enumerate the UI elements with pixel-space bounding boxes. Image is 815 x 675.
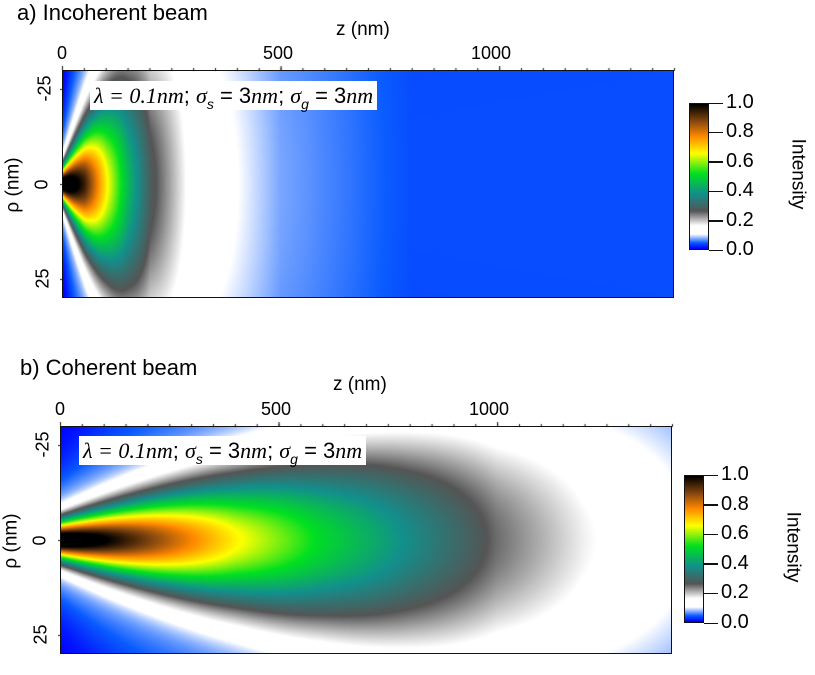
panel-b-ytick-neg25: -25 [32, 431, 53, 458]
colorbar-tick [704, 563, 718, 565]
colorbar-tick-label: 1.0 [721, 463, 749, 485]
colorbar-tick-label: 0.2 [726, 208, 754, 231]
panel-a-title: a) Incoherent beam [17, 0, 208, 25]
colorbar-tick [704, 622, 718, 624]
colorbar-tick [704, 504, 718, 506]
colorbar-tick [709, 190, 723, 193]
colorbar-tick-label: 0.8 [721, 492, 749, 515]
colorbar-tick-label: 0.0 [726, 238, 754, 260]
colorbar-tick [704, 533, 718, 536]
panel-a-ytick-neg25: -25 [34, 75, 55, 102]
panel-a-xtick-500: 500 [263, 43, 294, 63]
panel-b-x-axis-title: z (nm) [333, 374, 387, 395]
panel-b-ytick-0: 0 [29, 535, 50, 546]
colorbar-tick [704, 592, 718, 595]
colorbar-tick-label: 0.8 [726, 120, 754, 143]
colorbar-tick [704, 474, 718, 476]
panel-a-colorbar [689, 103, 709, 250]
panel-b-colorbar-title: Intensity [782, 511, 804, 583]
colorbar-tick [709, 131, 723, 134]
panel-a-y-axis-title: ρ (nm) [2, 157, 24, 213]
panel-b-param-annotation: λ = 0.1nm; σs = 3nm; σg = 3nm [79, 436, 367, 467]
panel-b-xtick-0: 0 [55, 399, 66, 419]
colorbar-tick-label: 0.6 [726, 149, 754, 172]
colorbar-tick-label: 0.4 [721, 551, 749, 574]
colorbar-tick-label: 1.0 [726, 91, 754, 113]
panel-b-title: b) Coherent beam [20, 355, 198, 380]
colorbar-tick [709, 249, 723, 251]
panel-a-xtick-1000: 1000 [471, 43, 512, 63]
panel-b-ytick-25: 25 [30, 624, 51, 645]
panel-b-xtick-500: 500 [261, 399, 292, 419]
panel-a-xtick-0: 0 [57, 43, 68, 63]
panel-a-x-axis-title: z (nm) [336, 19, 390, 40]
panel-a-param-annotation: λ = 0.1nm; σs = 3nm; σg = 3nm [90, 81, 378, 112]
panel-a-ytick-25: 25 [32, 268, 53, 289]
panel-b-y-axis-title: ρ (nm) [0, 513, 22, 569]
colorbar-tick-label: 0.6 [721, 522, 749, 545]
panel-b-xtick-1000: 1000 [469, 399, 510, 419]
panel-a-colorbar-title: Intensity [787, 138, 809, 210]
colorbar-tick [709, 102, 723, 104]
colorbar-tick-label: 0.4 [726, 179, 754, 202]
colorbar-tick [709, 220, 723, 222]
colorbar-tick-label: 0.0 [721, 611, 749, 633]
panel-a-ytick-0: 0 [31, 179, 52, 190]
colorbar-tick-label: 0.2 [721, 581, 749, 604]
panel-b-colorbar [684, 475, 704, 623]
colorbar-tick [709, 161, 723, 163]
